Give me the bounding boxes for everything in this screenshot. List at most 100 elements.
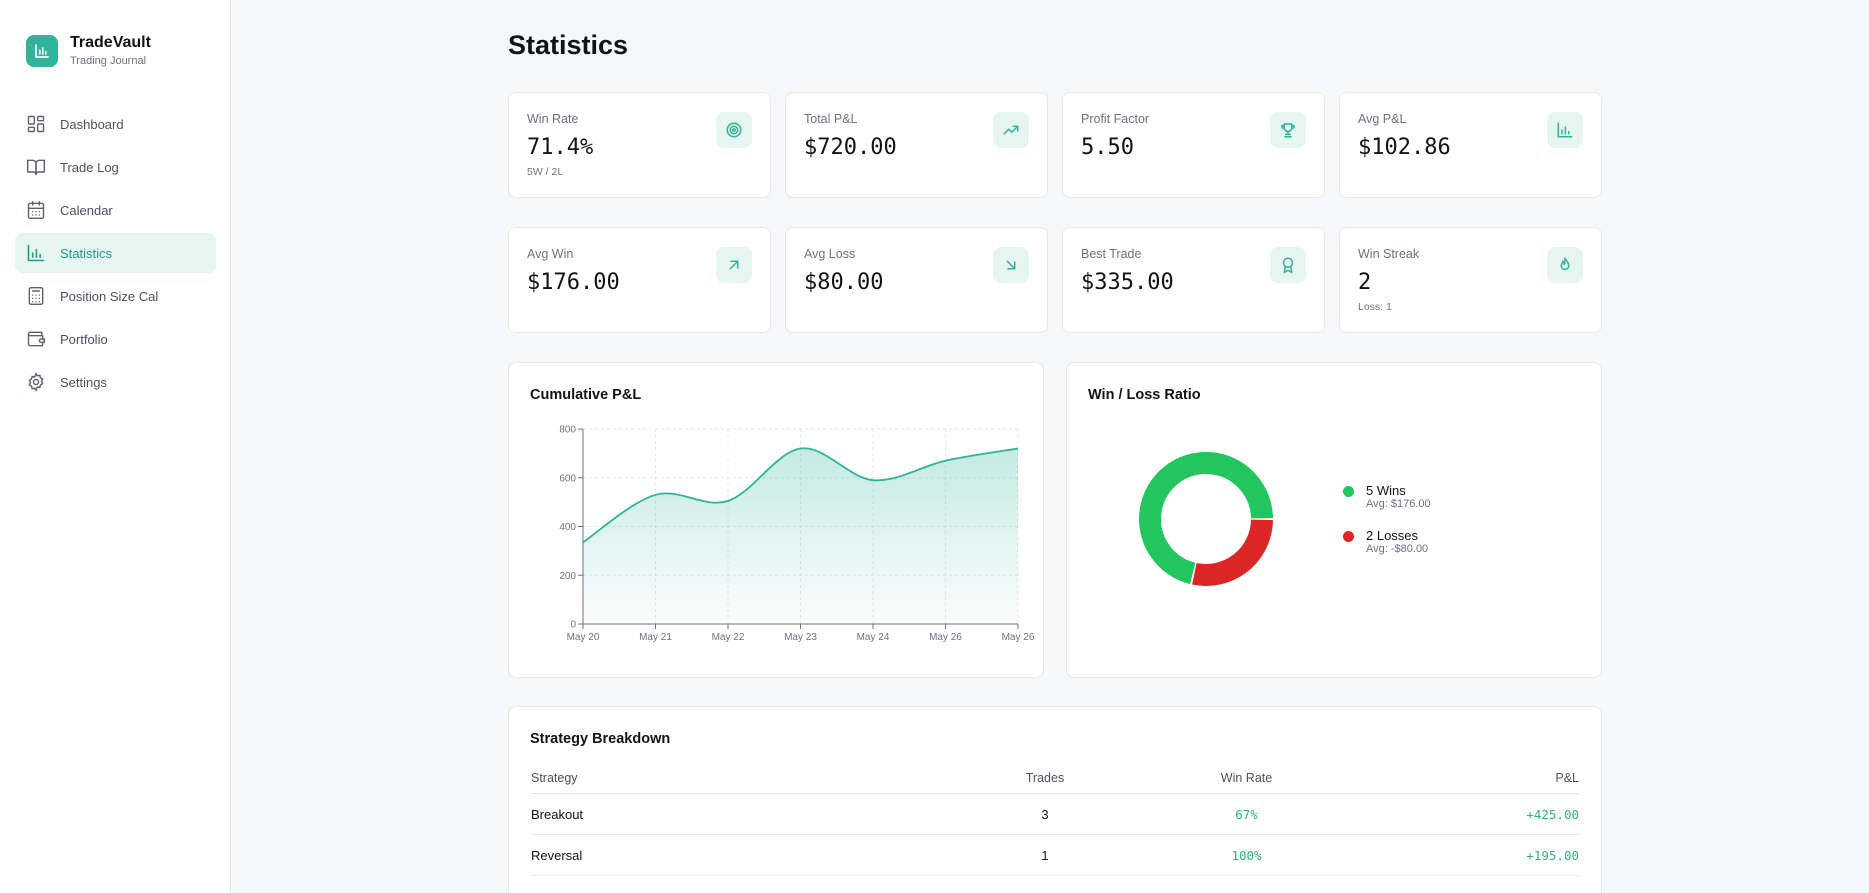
stat-label: Total P&L: [804, 112, 858, 126]
legend-label: 5 Wins: [1366, 483, 1406, 498]
stat-card-win-rate: Win Rate 71.4% 5W / 2L: [508, 92, 771, 198]
table-row[interactable]: Reversal 1 100% +195.00: [531, 835, 1579, 876]
legend-dot-losses: [1343, 531, 1354, 542]
x-tick-label: May 23: [784, 632, 817, 643]
gear-icon: [28, 372, 44, 392]
stat-value: 2: [1358, 270, 1372, 295]
sidebar-item-calendar[interactable]: Calendar: [15, 190, 216, 230]
sidebar-item-label: Position Size Cal: [60, 288, 159, 304]
dashboard-icon: [27, 115, 45, 133]
y-tick-label: 200: [559, 571, 576, 582]
stat-value: $335.00: [1081, 270, 1174, 295]
stat-label: Best Trade: [1081, 247, 1142, 261]
bar-chart-icon: [27, 244, 45, 262]
target-icon: [716, 112, 752, 148]
panel-title: Win / Loss Ratio: [1088, 387, 1201, 403]
column-header-trades[interactable]: Trades: [1025, 770, 1065, 785]
legend-item-losses: 2 Losses Avg: -$80.00: [1343, 528, 1431, 556]
page-title: Statistics: [508, 30, 629, 60]
stat-card-avg-loss: Avg Loss $80.00: [785, 227, 1048, 333]
stat-value: 71.4%: [527, 135, 594, 160]
bar-chart-icon: [1547, 112, 1583, 148]
cell-strategy: Reversal: [531, 847, 583, 863]
stat-card-total-pnl: Total P&L $720.00: [785, 92, 1048, 198]
book-icon: [26, 159, 46, 176]
arrow-up-right-icon: [716, 247, 752, 283]
brand-subtitle: Trading Journal: [70, 55, 147, 67]
y-tick-label: 800: [559, 425, 576, 436]
column-header-win-rate[interactable]: Win Rate: [1220, 770, 1273, 785]
stat-card-win-streak: Win Streak 2 Loss: 1: [1339, 227, 1602, 333]
x-tick-label: May 22: [712, 632, 745, 643]
column-header-strategy[interactable]: Strategy: [531, 770, 578, 785]
cell-win-rate: 67%: [1235, 806, 1258, 822]
column-header-pnl[interactable]: P&L: [1555, 770, 1579, 785]
sidebar-item-label: Portfolio: [60, 331, 108, 347]
x-tick-label: May 21: [639, 632, 672, 643]
sidebar-item-portfolio[interactable]: Portfolio: [15, 319, 216, 359]
stat-value: $720.00: [804, 135, 897, 160]
cell-strategy: Breakout: [531, 806, 584, 822]
brand-name: TradeVault: [70, 34, 151, 51]
stat-card-avg-win: Avg Win $176.00: [508, 227, 771, 333]
x-tick-label: May 26: [929, 632, 962, 643]
sidebar-nav: Dashboard Trade Log Calendar Statistics …: [15, 104, 216, 405]
sidebar-item-statistics[interactable]: Statistics: [15, 233, 216, 273]
sidebar-item-dashboard[interactable]: Dashboard: [15, 104, 216, 144]
x-tick-label: May 24: [857, 632, 890, 643]
calculator-icon: [28, 286, 44, 306]
cell-trades: 1: [1041, 847, 1049, 863]
sidebar-item-label: Dashboard: [60, 116, 124, 132]
stat-label: Avg Loss: [804, 247, 856, 261]
sidebar-item-position-size[interactable]: Position Size Cal: [15, 276, 216, 316]
award-icon: [1270, 247, 1306, 283]
cell-trades: 3: [1041, 806, 1049, 822]
stat-card-best-trade: Best Trade $335.00: [1062, 227, 1325, 333]
stat-label: Avg P&L: [1358, 112, 1407, 126]
y-tick-label: 400: [559, 522, 576, 533]
sidebar-item-label: Trade Log: [60, 159, 119, 175]
stat-label: Profit Factor: [1081, 112, 1150, 126]
sidebar-item-label: Calendar: [60, 202, 113, 218]
cumulative-pnl-chart: 0 200 400 600 800 May 20 May 21 May 22 May 23 May…: [559, 425, 1035, 644]
stat-value: $102.86: [1358, 135, 1451, 160]
sidebar-item-trade-log[interactable]: Trade Log: [15, 147, 216, 187]
stat-value: $176.00: [527, 270, 620, 295]
sidebar-item-settings[interactable]: Settings: [15, 362, 216, 402]
win-loss-legend: 5 Wins Avg: $176.00 2 Losses Avg: -$80.0…: [1343, 483, 1431, 573]
series-line: [582, 447, 1019, 544]
area-fill: [583, 448, 1018, 624]
cell-pnl: +425.00: [1526, 806, 1579, 822]
brand[interactable]: TradeVault Trading Journal: [26, 34, 151, 68]
legend-dot-wins: [1343, 486, 1354, 497]
win-loss-donut-chart: [1139, 452, 1273, 586]
strategy-breakdown-panel: Strategy Breakdown Strategy Trades Win R…: [508, 706, 1602, 893]
donut-slice-losses: [1192, 519, 1273, 586]
stat-value: 5.50: [1081, 135, 1134, 160]
panel-title: Strategy Breakdown: [530, 731, 671, 747]
x-tick-label: May 26: [1002, 632, 1035, 643]
brand-logo-icon: [26, 35, 58, 67]
legend-avg: Avg: $176.00: [1366, 498, 1431, 510]
legend-avg: Avg: -$80.00: [1366, 543, 1429, 555]
stat-sub: 5W / 2L: [527, 166, 564, 178]
panel-title: Cumulative P&L: [530, 387, 642, 403]
table-row[interactable]: Breakout 3 67% +425.00: [531, 794, 1579, 835]
sidebar-item-label: Statistics: [60, 245, 113, 261]
flame-icon: [1547, 247, 1583, 283]
y-tick-label: 600: [559, 473, 576, 484]
trophy-icon: [1270, 112, 1306, 148]
cell-win-rate: 100%: [1231, 847, 1262, 863]
calendar-icon: [27, 200, 45, 220]
x-tick-label: May 20: [567, 632, 600, 643]
stat-label: Win Streak: [1358, 247, 1420, 261]
stat-sub: Loss: 1: [1358, 301, 1392, 313]
arrow-down-right-icon: [993, 247, 1029, 283]
y-tick-label: 0: [570, 620, 576, 631]
stat-card-avg-pnl: Avg P&L $102.86: [1339, 92, 1602, 198]
strategy-table: Strategy Trades Win Rate P&L Breakout 3 …: [531, 762, 1579, 876]
cell-pnl: +195.00: [1526, 847, 1579, 863]
trending-up-icon: [993, 112, 1029, 148]
table-header-row: Strategy Trades Win Rate P&L: [531, 762, 1579, 794]
